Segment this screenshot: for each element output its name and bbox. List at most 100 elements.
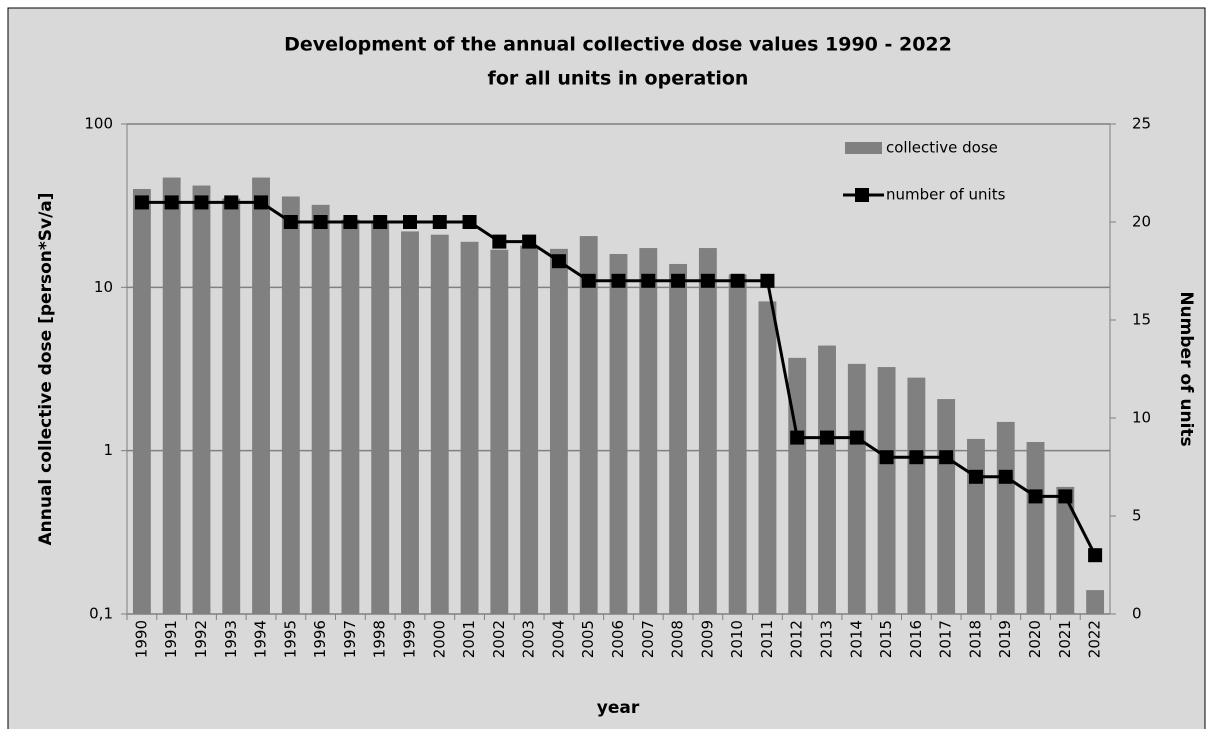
y2-tick-label: 15 bbox=[1132, 311, 1151, 329]
x-tick-label: 2007 bbox=[639, 620, 657, 658]
bar bbox=[1026, 441, 1045, 614]
x-tick-label: 2002 bbox=[490, 620, 508, 658]
bar bbox=[192, 185, 211, 614]
marker bbox=[313, 215, 328, 229]
bar bbox=[698, 248, 717, 614]
bar bbox=[609, 253, 628, 615]
marker bbox=[820, 430, 835, 445]
y-tick-label: 0,1 bbox=[89, 605, 113, 623]
legend-label: collective dose bbox=[886, 139, 998, 157]
marker bbox=[462, 215, 477, 229]
y2-tick-label: 0 bbox=[1132, 605, 1142, 623]
marker bbox=[641, 273, 656, 288]
marker bbox=[522, 234, 537, 249]
marker bbox=[611, 273, 626, 288]
marker bbox=[551, 254, 566, 269]
bar bbox=[1056, 486, 1075, 614]
bar bbox=[669, 263, 688, 614]
marker bbox=[373, 215, 388, 229]
x-tick-label: 2018 bbox=[966, 620, 984, 658]
x-tick-label: 2009 bbox=[698, 620, 716, 658]
x-tick-label: 2014 bbox=[847, 620, 865, 658]
marker bbox=[194, 195, 209, 210]
bar bbox=[758, 301, 777, 614]
bar bbox=[549, 248, 568, 614]
marker bbox=[164, 195, 179, 210]
marker bbox=[700, 273, 715, 288]
x-tick-label: 2011 bbox=[758, 620, 776, 658]
x-tick-label: 2001 bbox=[460, 620, 478, 658]
bar bbox=[907, 377, 926, 614]
marker bbox=[730, 273, 745, 288]
bar bbox=[996, 421, 1015, 614]
bar bbox=[341, 219, 360, 614]
bar bbox=[460, 241, 479, 614]
bar bbox=[311, 204, 330, 614]
x-tick-label: 1995 bbox=[281, 620, 299, 658]
y2-tick-label: 10 bbox=[1132, 409, 1151, 427]
bar bbox=[877, 367, 896, 614]
marker bbox=[224, 195, 239, 210]
x-tick-label: 1994 bbox=[252, 620, 270, 658]
x-tick-label: 2020 bbox=[1026, 620, 1044, 658]
bar bbox=[967, 438, 985, 614]
x-tick-label: 2019 bbox=[996, 620, 1014, 658]
bar bbox=[788, 357, 807, 614]
bar bbox=[132, 188, 151, 614]
marker bbox=[998, 469, 1013, 484]
bar bbox=[847, 363, 866, 614]
x-tick-label: 2008 bbox=[669, 620, 687, 658]
bar bbox=[490, 249, 509, 614]
x-tick-label: 1997 bbox=[341, 620, 359, 658]
marker bbox=[879, 450, 894, 465]
x-tick-label: 2004 bbox=[549, 620, 567, 658]
x-tick-label: 1999 bbox=[400, 620, 418, 658]
marker bbox=[939, 450, 954, 465]
bar bbox=[520, 245, 539, 614]
bar bbox=[401, 231, 419, 614]
y2-axis-title: Number of units bbox=[1176, 291, 1196, 446]
x-tick-label: 2000 bbox=[430, 620, 448, 658]
legend-swatch bbox=[845, 142, 882, 154]
marker bbox=[134, 195, 149, 210]
chart-subtitle: for all units in operation bbox=[488, 68, 749, 90]
x-tick-label: 2010 bbox=[728, 620, 746, 658]
x-tick-label: 2003 bbox=[520, 620, 538, 658]
bar bbox=[728, 274, 747, 614]
x-tick-label: 2015 bbox=[877, 620, 895, 658]
marker bbox=[849, 430, 864, 445]
y-tick-label: 100 bbox=[84, 115, 113, 133]
x-tick-label: 2012 bbox=[788, 620, 806, 658]
bar bbox=[937, 399, 956, 614]
bar bbox=[1086, 590, 1105, 614]
bar bbox=[162, 177, 181, 614]
x-tick-label: 1996 bbox=[311, 620, 329, 658]
bar bbox=[430, 234, 449, 615]
x-tick-label: 2016 bbox=[907, 620, 925, 658]
marker bbox=[254, 195, 269, 210]
y2-tick-label: 25 bbox=[1132, 115, 1151, 133]
x-tick-label: 2021 bbox=[1056, 620, 1074, 658]
marker bbox=[581, 273, 596, 288]
marker bbox=[968, 469, 983, 484]
bar bbox=[371, 222, 390, 614]
y-axis-title: Annual collective dose [person*Sv/a] bbox=[36, 192, 56, 545]
marker bbox=[1058, 489, 1073, 504]
x-tick-label: 2013 bbox=[818, 620, 836, 658]
x-tick-label: 2022 bbox=[1086, 620, 1104, 658]
x-tick-label: 1993 bbox=[222, 620, 240, 658]
marker bbox=[283, 215, 298, 229]
chart-title: Development of the annual collective dos… bbox=[284, 34, 952, 56]
x-tick-label: 1990 bbox=[132, 620, 150, 658]
legend-label: number of units bbox=[886, 186, 1006, 204]
marker bbox=[343, 215, 358, 229]
x-axis-title: year bbox=[597, 698, 640, 718]
marker bbox=[671, 273, 686, 288]
bar bbox=[222, 198, 241, 615]
bar bbox=[639, 248, 658, 614]
marker bbox=[1088, 548, 1103, 563]
y-tick-label: 1 bbox=[103, 441, 113, 459]
marker bbox=[790, 430, 805, 445]
legend-marker bbox=[855, 188, 869, 202]
